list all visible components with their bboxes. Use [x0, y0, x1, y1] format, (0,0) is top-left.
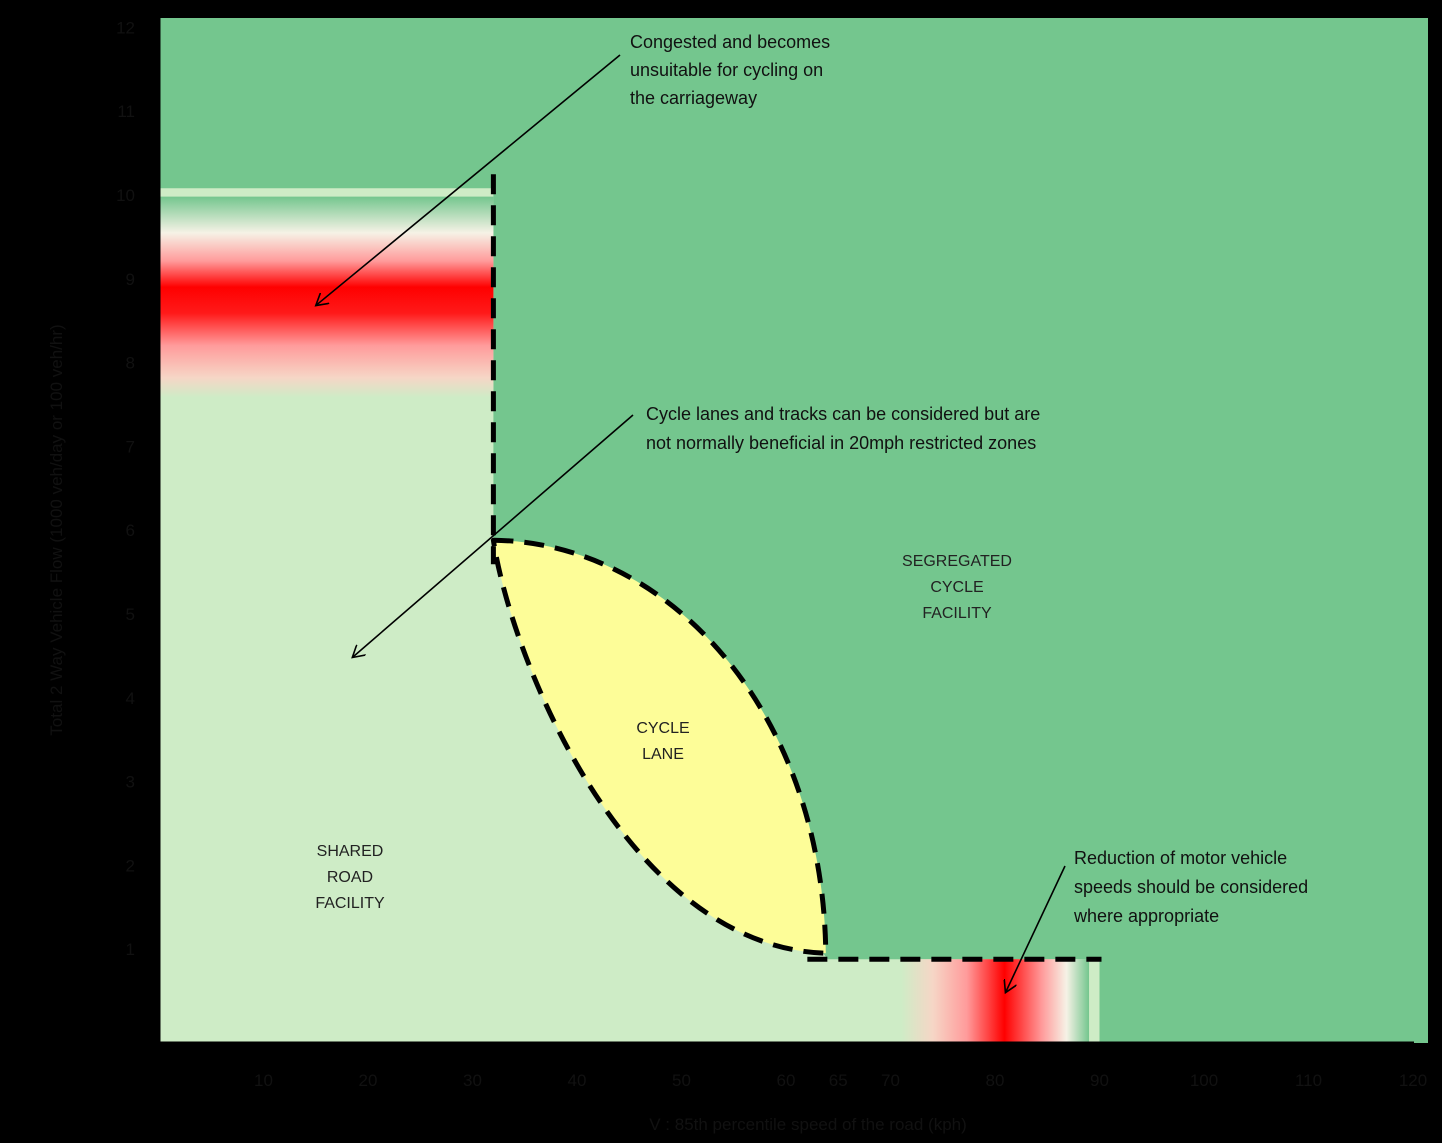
x-tick-label: 50 — [672, 1071, 691, 1090]
y-tick-label: 5 — [126, 605, 135, 624]
y-tick-label: 9 — [126, 270, 135, 289]
annotation-arrow-reduction — [1005, 865, 1066, 993]
y-tick-label: 12 — [116, 18, 135, 37]
x-tick-label: 120 — [1399, 1071, 1427, 1090]
zone-label-cycle-lane: CYCLE — [636, 720, 689, 737]
y-tick-label: 4 — [126, 689, 135, 708]
x-tick-label: 30 — [463, 1071, 482, 1090]
plot-area — [139, 18, 1428, 1057]
annotation-cycle-lanes: Cycle lanes and tracks can be considered… — [646, 404, 1040, 424]
y-axis-title: Total 2 Way Vehicle Flow (1000 veh/day o… — [47, 324, 66, 735]
annotation-cycle-lanes: not normally beneficial in 20mph restric… — [646, 433, 1036, 453]
y-tick-label: 7 — [126, 437, 135, 456]
cycle-lane-zone — [490, 537, 829, 956]
speed-band — [900, 959, 1090, 1043]
x-tick-label: 100 — [1190, 1071, 1218, 1090]
y-tick-label: 2 — [126, 856, 135, 875]
x-tick-label: 65 — [829, 1071, 848, 1090]
zone-label-segregated: FACILITY — [922, 605, 992, 622]
annotation-reduction: Reduction of motor vehicle — [1074, 848, 1287, 868]
zone-label-shared: ROAD — [327, 869, 373, 886]
y-tick-label: 10 — [116, 186, 135, 205]
annotation-reduction: speeds should be considered — [1074, 877, 1308, 897]
zone-label-shared: FACILITY — [315, 895, 385, 912]
x-tick-label: 70 — [881, 1071, 900, 1090]
y-tick-label: 8 — [126, 354, 135, 373]
annotation-congested: Congested and becomes — [630, 32, 830, 52]
annotation-reduction: where appropriate — [1073, 906, 1219, 926]
annotation-arrow-congested — [316, 54, 621, 306]
zone-label-cycle-lane: LANE — [642, 746, 684, 763]
x-tick-label: 110 — [1295, 1071, 1322, 1090]
y-tick-label: 1 — [126, 940, 135, 959]
x-tick-label: 40 — [568, 1071, 587, 1090]
x-tick-label: 90 — [1090, 1071, 1109, 1090]
annotation-congested: the carriageway — [630, 88, 757, 108]
x-tick-label: 20 — [359, 1071, 378, 1090]
annotation-arrow-cycle-lanes — [352, 414, 634, 658]
zone-label-shared: SHARED — [317, 843, 384, 860]
x-tick-label: 80 — [986, 1071, 1005, 1090]
x-tick-label: 10 — [254, 1071, 273, 1090]
label-layer: 10 20 30 40 50 60 65 70 80 90 100 110 12012345678910… — [47, 18, 1427, 1134]
y-tick-label: 6 — [126, 521, 135, 540]
y-tick-label: 3 — [126, 773, 135, 792]
annotation-congested: unsuitable for cycling on — [630, 60, 823, 80]
zone-label-segregated: CYCLE — [930, 579, 983, 596]
y-tick-label: 11 — [117, 102, 135, 121]
zone-label-segregated: SEGREGATED — [902, 553, 1012, 570]
shared-zone — [159, 188, 1100, 1044]
x-axis-title: V : 85th percentile speed of the road (k… — [649, 1115, 967, 1134]
x-tick-label: 60 — [777, 1071, 796, 1090]
